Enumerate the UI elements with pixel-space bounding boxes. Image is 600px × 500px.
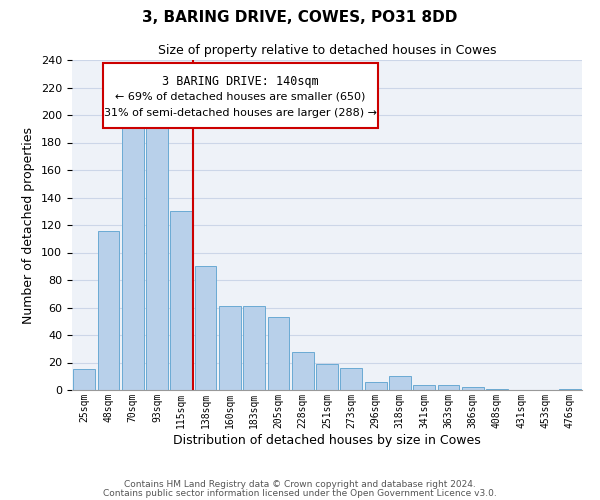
Title: Size of property relative to detached houses in Cowes: Size of property relative to detached ho… [158, 44, 496, 58]
Bar [316, 364, 338, 390]
Bar [146, 128, 168, 390]
Text: 3, BARING DRIVE, COWES, PO31 8DD: 3, BARING DRIVE, COWES, PO31 8DD [142, 10, 458, 25]
FancyBboxPatch shape [103, 64, 378, 128]
X-axis label: Distribution of detached houses by size in Cowes: Distribution of detached houses by size … [173, 434, 481, 446]
Bar [462, 387, 484, 390]
Bar [437, 384, 460, 390]
Bar [559, 388, 581, 390]
Bar [194, 266, 217, 390]
Bar [170, 211, 192, 390]
Text: Contains HM Land Registry data © Crown copyright and database right 2024.: Contains HM Land Registry data © Crown c… [124, 480, 476, 489]
Bar [97, 230, 119, 390]
Y-axis label: Number of detached properties: Number of detached properties [22, 126, 35, 324]
Text: 3 BARING DRIVE: 140sqm: 3 BARING DRIVE: 140sqm [162, 75, 319, 88]
Bar [413, 384, 435, 390]
Text: 31% of semi-detached houses are larger (288) →: 31% of semi-detached houses are larger (… [104, 108, 377, 118]
Bar [243, 306, 265, 390]
Bar [219, 306, 241, 390]
Bar [73, 370, 95, 390]
Text: ← 69% of detached houses are smaller (650): ← 69% of detached houses are smaller (65… [115, 92, 365, 102]
Bar [365, 382, 386, 390]
Bar [340, 368, 362, 390]
Bar [486, 388, 508, 390]
Bar [268, 317, 289, 390]
Bar [389, 376, 411, 390]
Bar [122, 118, 143, 390]
Bar [292, 352, 314, 390]
Text: Contains public sector information licensed under the Open Government Licence v3: Contains public sector information licen… [103, 488, 497, 498]
